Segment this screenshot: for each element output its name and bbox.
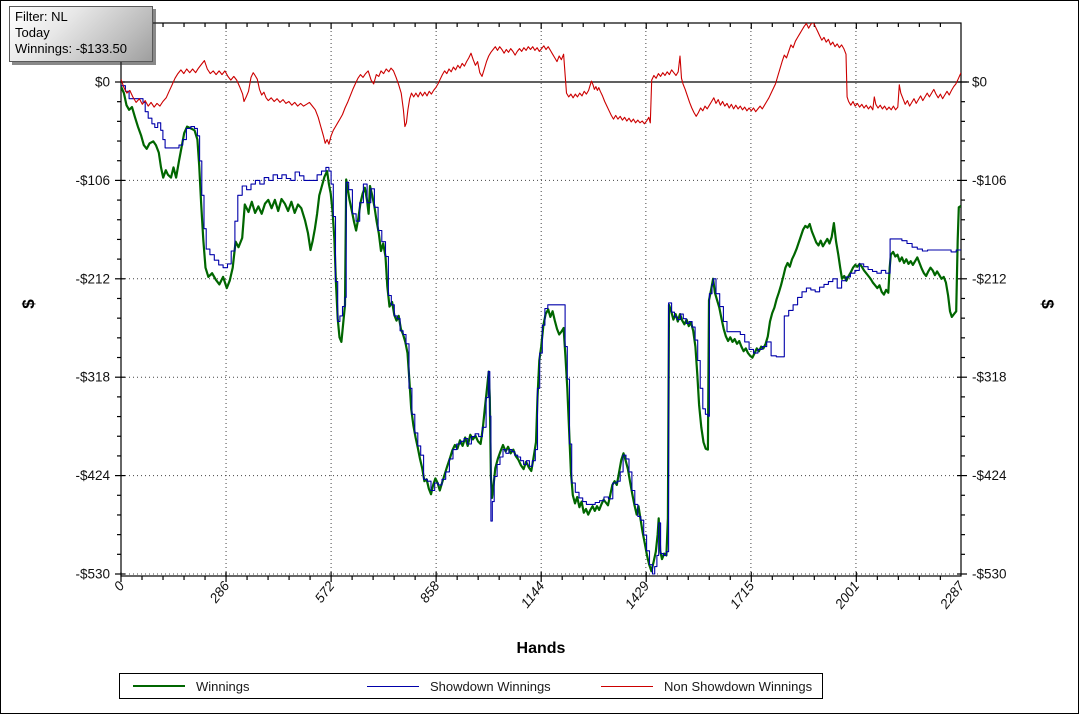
non-showdown-line-swatch-icon (601, 685, 653, 687)
y-tick-label-left: -$424 (75, 468, 110, 483)
series-line-1 (121, 85, 961, 575)
y-tick-label-left: -$318 (75, 370, 110, 385)
tooltip-winnings-line: Winnings: -$133.50 (15, 41, 128, 56)
legend: Winnings Showdown Winnings Non Showdown … (119, 673, 823, 699)
y-tick-label-left: $0 (95, 75, 110, 90)
hover-tooltip: Filter: NL Today Winnings: -$133.50 (9, 6, 153, 62)
legend-label-showdown-winnings: Showdown Winnings (430, 678, 551, 694)
legend-label-non-showdown-winnings: Non Showdown Winnings (664, 678, 813, 694)
x-tick-label: 1429 (622, 578, 653, 611)
legend-item-showdown-winnings[interactable]: Showdown Winnings (354, 679, 588, 694)
showdown-line-swatch-icon (367, 685, 419, 687)
y-tick-label-right: -$212 (972, 271, 1007, 286)
legend-item-non-showdown-winnings[interactable]: Non Showdown Winnings (588, 679, 822, 694)
x-tick-label: 0 (111, 578, 128, 594)
x-tick-label: 858 (417, 578, 443, 605)
series-line-0 (121, 86, 961, 573)
y-axis-title-right: $ (1038, 299, 1057, 309)
x-tick-label: 2001 (831, 579, 862, 613)
tooltip-date-line: Today (15, 25, 50, 40)
x-tick-label: 2287 (936, 578, 967, 612)
y-tick-label-left: -$106 (75, 173, 110, 188)
x-tick-label: 1715 (727, 578, 758, 611)
legend-label-winnings: Winnings (196, 678, 250, 694)
winnings-line-swatch-icon (133, 685, 185, 687)
y-tick-label-left: -$212 (75, 271, 110, 286)
y-axis-title-left: $ (19, 299, 38, 309)
x-tick-label: 1144 (518, 579, 548, 611)
y-tick-label-right: -$106 (972, 173, 1007, 188)
tooltip-filter-line: Filter: NL (15, 9, 68, 24)
legend-item-winnings[interactable]: Winnings (120, 679, 354, 694)
y-tick-label-right: -$530 (972, 566, 1007, 581)
x-tick-label: 286 (206, 578, 233, 606)
x-tick-label: 572 (312, 578, 338, 605)
y-tick-label-right: -$424 (972, 468, 1007, 483)
x-axis-title: Hands (517, 640, 566, 657)
y-tick-label-right: $0 (972, 75, 987, 90)
y-tick-label-right: -$318 (972, 370, 1007, 385)
y-tick-label-left: -$530 (75, 566, 110, 581)
series-line-2 (121, 23, 961, 145)
